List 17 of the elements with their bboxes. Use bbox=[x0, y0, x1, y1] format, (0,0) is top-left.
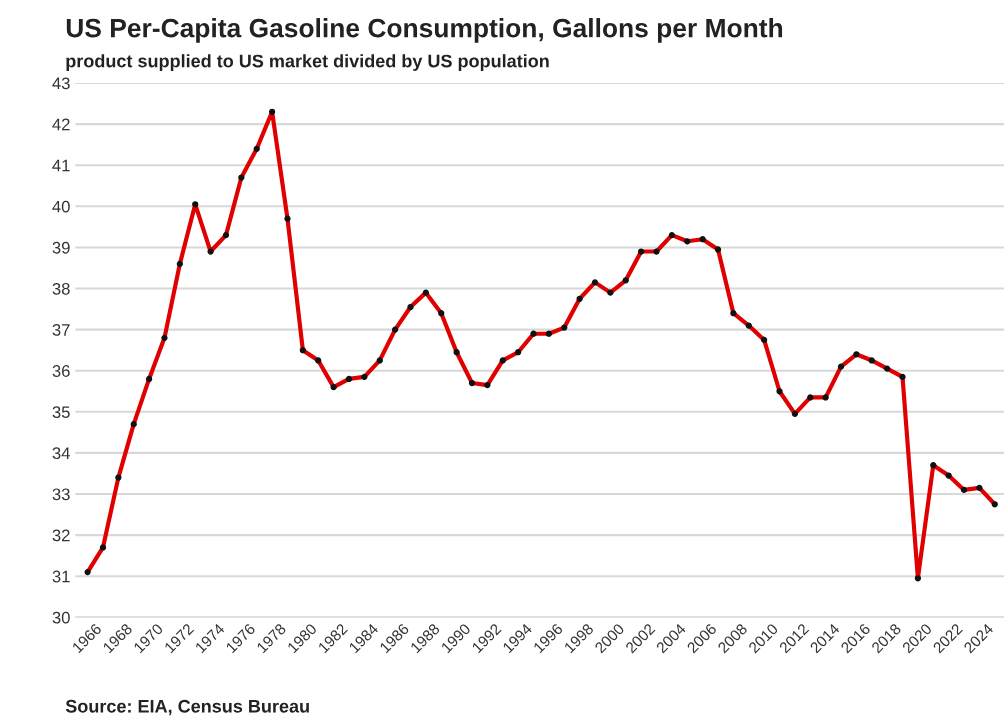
y-tick-label: 30 bbox=[52, 611, 70, 624]
chart-subtitle: product supplied to US market divided by US population bbox=[66, 54, 549, 71]
y-tick-label: 31 bbox=[52, 570, 70, 583]
source-note: Source: EIA, Census Bureau bbox=[65, 699, 309, 716]
y-tick-label: 38 bbox=[52, 282, 70, 295]
y-tick-label: 32 bbox=[52, 529, 70, 542]
y-tick-label: 33 bbox=[52, 488, 70, 501]
chart-title: US Per-Capita Gasoline Consumption, Gallons per Month bbox=[66, 18, 783, 43]
y-tick-label: 43 bbox=[52, 77, 70, 90]
y-tick-label: 37 bbox=[52, 324, 70, 336]
y-tick-label: 42 bbox=[52, 118, 70, 131]
y-tick-label: 36 bbox=[52, 365, 70, 377]
y-tick-label: 41 bbox=[52, 159, 70, 172]
y-tick-label: 40 bbox=[52, 200, 70, 213]
y-tick-label: 39 bbox=[52, 241, 70, 254]
y-tick-label: 34 bbox=[52, 447, 70, 460]
y-tick-label: 35 bbox=[52, 406, 70, 419]
